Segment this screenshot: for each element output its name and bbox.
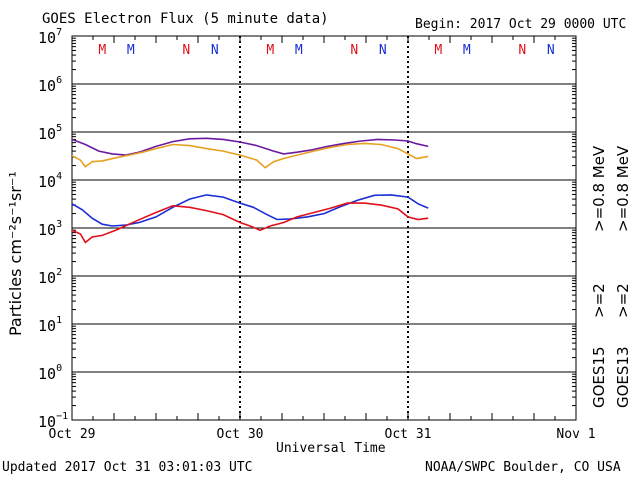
marker-label: N	[547, 43, 555, 58]
y-tick-label: 10−1	[38, 411, 68, 431]
marker-label: N	[182, 43, 190, 58]
legend-goes13-08mev: >=0.8 MeV	[614, 145, 632, 232]
x-axis-title: Universal Time	[276, 441, 386, 456]
source-label: NOAA/SWPC Boulder, CO USA	[425, 460, 621, 475]
chart-title: GOES Electron Flux (5 minute data)	[42, 11, 329, 27]
legend-goes15-label: GOES15	[590, 346, 608, 408]
series-line-2	[71, 194, 429, 227]
y-tick-label: 104	[38, 171, 62, 191]
x-tick-label: Nov 1	[556, 427, 595, 442]
series-line-3	[71, 202, 429, 244]
marker-label: M	[434, 43, 442, 58]
series-line-0	[71, 137, 429, 156]
y-axis-title: Particles cm⁻²s⁻¹sr⁻¹	[6, 171, 25, 336]
marker-label: N	[379, 43, 387, 58]
legend-goes15-08mev: >=0.8 MeV	[590, 145, 608, 232]
marker-label: M	[98, 43, 106, 58]
y-tick-label: 101	[38, 315, 62, 335]
y-tick-label: 103	[38, 219, 62, 239]
marker-label: M	[266, 43, 274, 58]
updated-timestamp: Updated 2017 Oct 31 03:01:03 UTC	[2, 460, 253, 475]
marker-label: M	[295, 43, 303, 58]
begin-time-label: Begin: 2017 Oct 29 0000 UTC	[415, 17, 627, 32]
legend-goes13-2mev: >=2	[614, 283, 632, 318]
y-tick-label: 102	[38, 267, 62, 287]
series-line-1	[71, 142, 429, 169]
marker-label: M	[127, 43, 135, 58]
marker-label: M	[463, 43, 471, 58]
y-tick-label: 106	[38, 75, 62, 95]
marker-label: N	[518, 43, 526, 58]
x-tick-label: Oct 29	[49, 427, 96, 442]
y-tick-label: 100	[38, 363, 62, 383]
marker-label: N	[350, 43, 358, 58]
x-tick-label: Oct 30	[217, 427, 264, 442]
y-tick-label: 107	[38, 27, 62, 47]
x-tick-label: Oct 31	[385, 427, 432, 442]
legend-goes13-label: GOES13	[614, 346, 632, 408]
legend-goes15-2mev: >=2	[590, 283, 608, 318]
marker-label: N	[211, 43, 219, 58]
y-tick-label: 105	[38, 123, 62, 143]
